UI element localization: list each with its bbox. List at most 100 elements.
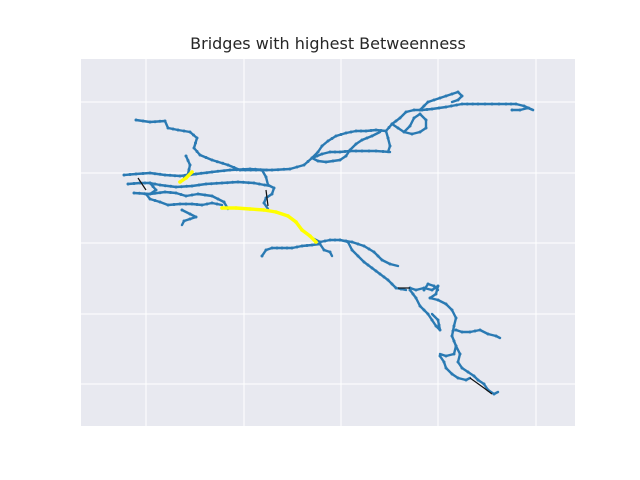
network-node <box>134 118 138 122</box>
network-node <box>444 94 448 98</box>
network-node <box>305 244 309 247</box>
highlight-node <box>294 220 298 224</box>
network-node <box>348 148 352 152</box>
network-node <box>426 282 430 286</box>
network-node <box>222 169 226 173</box>
network-node <box>232 166 236 169</box>
network-node <box>464 378 468 382</box>
network-node <box>404 110 408 114</box>
network-node <box>412 116 416 120</box>
network-node <box>262 201 266 205</box>
network-node <box>450 334 454 338</box>
network-node <box>424 126 428 130</box>
highlight-node <box>220 206 224 210</box>
network-node <box>418 130 422 134</box>
network-node <box>398 116 402 120</box>
network-node <box>460 94 464 98</box>
network-node <box>454 344 458 348</box>
network-node <box>414 296 418 300</box>
network-node <box>350 248 354 252</box>
bridge-edge <box>265 189 269 207</box>
network-node <box>266 183 270 187</box>
network-node <box>285 246 289 250</box>
network-node <box>153 191 157 195</box>
network-node <box>374 128 378 132</box>
network-node <box>444 366 448 370</box>
network-node <box>225 181 229 185</box>
network-node <box>290 246 294 250</box>
network-node <box>330 137 334 140</box>
network-node <box>210 170 214 174</box>
network-node <box>376 254 380 258</box>
network-node <box>320 144 324 148</box>
network-node <box>452 324 456 328</box>
network-node <box>203 193 207 197</box>
network-node <box>194 141 197 145</box>
network-node <box>199 171 203 175</box>
network-node <box>396 126 400 130</box>
network-node <box>414 288 418 292</box>
network-node <box>410 132 414 136</box>
network-node <box>190 184 194 188</box>
network-node <box>190 193 194 197</box>
network-node <box>390 122 394 126</box>
network-node <box>315 154 319 158</box>
network-node <box>454 316 458 320</box>
network-node <box>492 392 496 396</box>
network-edge <box>510 106 535 112</box>
network-node <box>188 212 192 216</box>
network-node <box>478 328 482 332</box>
network-node <box>381 150 385 153</box>
network-node <box>169 184 173 188</box>
network-node <box>354 149 358 153</box>
network-node <box>344 131 348 135</box>
bridge-edge <box>137 177 147 191</box>
network-node <box>295 165 299 169</box>
network-node <box>444 354 448 358</box>
network-node <box>328 250 332 254</box>
network-node <box>222 200 226 204</box>
network-node <box>178 202 182 206</box>
network-node <box>460 330 464 334</box>
network-node <box>228 168 232 172</box>
network-node <box>338 158 342 162</box>
network-node <box>367 247 371 251</box>
network-node <box>471 102 475 106</box>
network-node <box>276 168 280 172</box>
network-edge <box>384 129 392 154</box>
network-node <box>300 244 304 248</box>
network-node <box>436 298 440 302</box>
network-node <box>220 181 224 185</box>
network-node <box>356 242 360 246</box>
network-node <box>411 292 415 296</box>
network-node <box>204 156 208 159</box>
network-edge <box>422 282 440 292</box>
highlight-node <box>286 214 290 218</box>
network-node <box>514 102 518 106</box>
network-node <box>386 136 390 140</box>
network-node <box>153 182 157 186</box>
network-node <box>241 180 245 184</box>
network-node <box>260 254 264 258</box>
network-node <box>418 112 422 116</box>
network-node <box>460 102 464 106</box>
network-node <box>354 129 358 133</box>
network-node <box>426 100 430 104</box>
network-node <box>197 183 201 187</box>
network-node <box>438 328 442 332</box>
network-node <box>333 150 337 154</box>
network-node <box>456 376 460 380</box>
network-node <box>122 173 126 177</box>
network-node <box>302 163 306 167</box>
network-node <box>174 191 178 195</box>
network-node <box>144 192 148 196</box>
network-node <box>179 185 183 189</box>
network-node <box>210 158 214 162</box>
network-node <box>452 352 456 356</box>
network-node <box>434 292 438 296</box>
network-node <box>179 193 183 196</box>
network-node <box>235 168 239 172</box>
network-node <box>344 239 348 243</box>
network-node <box>141 172 145 175</box>
network-node <box>320 152 324 156</box>
